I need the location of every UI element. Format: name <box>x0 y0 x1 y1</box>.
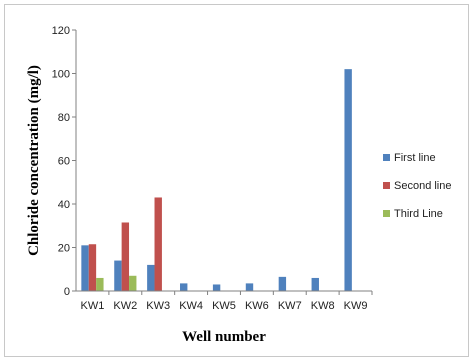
bar-first-line-kw1 <box>81 245 89 291</box>
bar-second-line-kw2 <box>121 222 130 291</box>
bar-third-line-kw1 <box>96 277 104 291</box>
y-tick-label: 0 <box>64 286 70 298</box>
legend-label: Second line <box>394 180 452 192</box>
legend-swatch <box>383 210 390 217</box>
y-tick-labels: 0 20 40 60 80 100 120 <box>52 25 76 298</box>
bar-first-line-kw8 <box>311 277 319 291</box>
bar-first-line-kw4 <box>180 283 188 291</box>
legend-label: Third Line <box>394 208 443 220</box>
y-tick-label: 20 <box>58 243 70 255</box>
bar-first-line-kw5 <box>212 284 221 291</box>
y-tick-label: 120 <box>52 25 70 37</box>
y-tick-label: 80 <box>58 112 70 124</box>
x-tick-label: KW4 <box>179 300 203 312</box>
bar-second-line-kw1 <box>88 244 97 291</box>
x-tick-label: KW5 <box>212 300 236 312</box>
y-axis-title: Chloride concentration (mg/l) <box>26 65 42 256</box>
legend: First line Second line Third Line <box>383 152 452 220</box>
x-tick-label: KW9 <box>344 300 368 312</box>
bar-first-line-kw6 <box>245 283 254 291</box>
x-tick-label: KW8 <box>311 300 335 312</box>
x-axis-title: Well number <box>182 329 266 345</box>
bar-first-line-kw2 <box>114 260 122 291</box>
bar-first-line-kw9 <box>344 69 352 292</box>
x-tick-label: KW3 <box>146 300 170 312</box>
bars-group <box>81 69 352 292</box>
x-tick-label: KW7 <box>278 300 302 312</box>
x-tick-label: KW1 <box>81 300 105 312</box>
bar-first-line-kw3 <box>147 264 155 291</box>
x-tick-label: KW6 <box>245 300 269 312</box>
bar-third-line-kw2 <box>129 275 137 291</box>
y-tick-label: 40 <box>58 199 70 211</box>
legend-swatch <box>383 154 390 161</box>
y-tick-label: 60 <box>58 156 70 168</box>
bar-second-line-kw3 <box>154 197 162 291</box>
y-tick-label: 100 <box>52 69 70 81</box>
x-tick-labels: KW1 KW2 KW3 KW4 KW5 KW6 KW7 KW8 KW9 <box>81 291 373 312</box>
x-tick-label: KW2 <box>113 300 137 312</box>
bar-first-line-kw7 <box>278 276 287 291</box>
axes-group <box>75 30 372 292</box>
legend-swatch <box>383 182 390 189</box>
legend-label: First line <box>394 152 436 164</box>
chart-frame <box>4 4 469 357</box>
